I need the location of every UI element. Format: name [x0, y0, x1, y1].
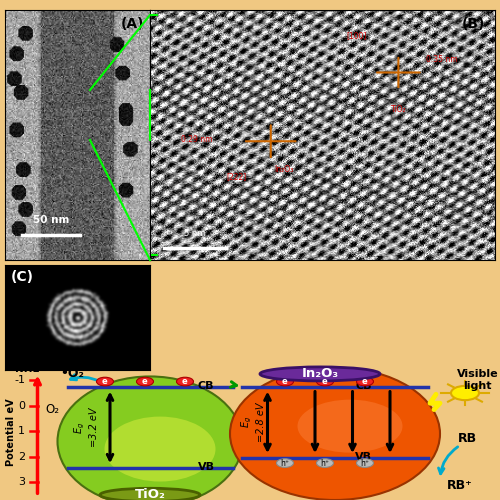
Circle shape: [96, 377, 114, 386]
Text: O₂: O₂: [46, 403, 60, 416]
Text: e: e: [142, 377, 148, 386]
Text: VB: VB: [355, 452, 372, 462]
Circle shape: [316, 377, 334, 386]
Text: 0.29 nm: 0.29 nm: [180, 136, 212, 144]
Ellipse shape: [58, 376, 242, 500]
Text: RB: RB: [458, 432, 477, 446]
Text: Potential eV: Potential eV: [6, 398, 16, 466]
Text: CB: CB: [198, 380, 214, 390]
Text: (D): (D): [8, 357, 34, 372]
Text: h⁺: h⁺: [280, 458, 289, 468]
Text: In₂O₃: In₂O₃: [302, 368, 339, 380]
Text: (B): (B): [462, 18, 484, 32]
Text: 50 nm: 50 nm: [33, 215, 70, 225]
Text: 3: 3: [18, 477, 25, 487]
Text: e: e: [282, 377, 288, 386]
Ellipse shape: [104, 416, 216, 482]
Circle shape: [356, 377, 374, 386]
Text: [100]: [100]: [347, 31, 367, 40]
Ellipse shape: [260, 367, 380, 381]
Text: [222]: [222]: [226, 172, 246, 182]
Text: 0.35 nm: 0.35 nm: [426, 56, 458, 64]
Text: e: e: [362, 377, 368, 386]
Text: (A): (A): [120, 18, 144, 32]
Text: e: e: [182, 377, 188, 386]
Text: Visible
light: Visible light: [456, 370, 498, 391]
Text: E$_g$
=3.2 eV: E$_g$ =3.2 eV: [73, 408, 99, 447]
Text: 5 nm: 5 nm: [184, 228, 206, 237]
Text: TiO₂: TiO₂: [390, 105, 406, 114]
Circle shape: [316, 458, 334, 468]
Text: VB: VB: [198, 462, 214, 472]
Text: 2: 2: [18, 452, 25, 462]
Text: h⁺: h⁺: [360, 458, 370, 468]
Text: TiO₂: TiO₂: [134, 488, 166, 500]
Circle shape: [451, 386, 479, 400]
Circle shape: [176, 377, 194, 386]
Circle shape: [356, 458, 374, 468]
Text: E$_g$
=2.8 eV: E$_g$ =2.8 eV: [240, 402, 266, 442]
Circle shape: [136, 377, 154, 386]
Text: NHE: NHE: [15, 364, 40, 374]
Text: CB: CB: [355, 380, 372, 390]
Text: RB⁺: RB⁺: [447, 480, 473, 492]
Ellipse shape: [230, 368, 440, 500]
Text: -1: -1: [14, 376, 25, 386]
Circle shape: [276, 377, 293, 386]
Text: e: e: [102, 377, 108, 386]
Text: h⁺: h⁺: [320, 458, 330, 468]
Text: In₂O₃: In₂O₃: [274, 165, 293, 174]
Text: 1: 1: [18, 426, 25, 436]
Text: e: e: [322, 377, 328, 386]
Text: •O₂⁻: •O₂⁻: [60, 368, 90, 380]
Ellipse shape: [298, 400, 403, 452]
Circle shape: [276, 458, 293, 468]
Ellipse shape: [100, 488, 200, 500]
Text: (C): (C): [11, 270, 34, 284]
Text: 0: 0: [18, 401, 25, 411]
